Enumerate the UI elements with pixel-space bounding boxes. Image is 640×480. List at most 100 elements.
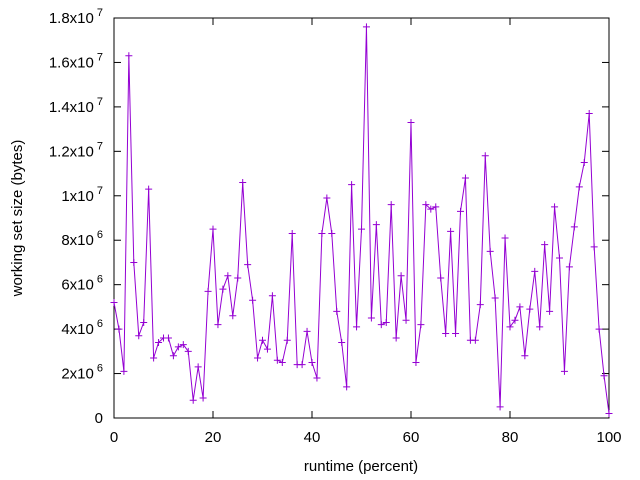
data-point bbox=[303, 327, 311, 335]
data-point bbox=[526, 305, 534, 313]
y-tick-exponent: 7 bbox=[97, 51, 103, 63]
data-point bbox=[125, 52, 133, 60]
data-point bbox=[531, 267, 539, 275]
data-point bbox=[234, 274, 242, 282]
data-point bbox=[437, 274, 445, 282]
data-point bbox=[412, 358, 420, 366]
axis-ticks bbox=[113, 17, 610, 419]
y-tick-mantissa: 1.4x10 bbox=[49, 99, 94, 116]
data-point bbox=[184, 347, 192, 355]
data-point bbox=[209, 225, 217, 233]
data-point bbox=[457, 207, 464, 215]
y-tick-label: 8x10 6 bbox=[61, 229, 103, 249]
data-point bbox=[452, 330, 460, 338]
data-point bbox=[486, 247, 494, 255]
x-tick-label: 0 bbox=[110, 429, 118, 446]
data-point bbox=[179, 341, 187, 349]
x-tick-label: 100 bbox=[596, 429, 621, 446]
data-point bbox=[565, 263, 573, 271]
y-tick-mantissa: 4x10 bbox=[61, 321, 94, 338]
x-tick-label: 80 bbox=[502, 429, 519, 446]
data-point bbox=[249, 296, 257, 304]
data-point bbox=[268, 292, 276, 300]
data-point bbox=[546, 307, 554, 315]
data-point bbox=[278, 358, 286, 366]
data-point bbox=[590, 243, 598, 251]
data-point bbox=[605, 410, 613, 418]
y-tick-label: 1x10 7 bbox=[61, 185, 103, 205]
y-tick-mantissa: 6x10 bbox=[61, 277, 94, 294]
data-point bbox=[110, 298, 118, 306]
data-point bbox=[447, 227, 455, 235]
y-tick-exponent: 7 bbox=[97, 7, 103, 19]
data-point bbox=[204, 287, 212, 295]
series-group bbox=[110, 23, 613, 418]
data-point bbox=[239, 178, 247, 186]
y-tick-exponent: 6 bbox=[97, 318, 103, 330]
data-point bbox=[313, 374, 321, 382]
y-axis-label: working set size (bytes) bbox=[9, 140, 26, 298]
y-tick-exponent: 7 bbox=[97, 185, 103, 197]
data-point bbox=[229, 312, 237, 320]
data-point bbox=[194, 363, 202, 371]
data-point bbox=[392, 334, 400, 342]
data-point bbox=[164, 334, 172, 342]
y-tick-mantissa: 1x10 bbox=[61, 188, 94, 205]
data-point bbox=[308, 358, 316, 366]
data-point bbox=[254, 354, 262, 362]
data-point bbox=[422, 201, 430, 209]
data-point bbox=[521, 352, 529, 360]
data-point bbox=[382, 318, 390, 326]
data-point bbox=[580, 158, 588, 166]
data-point bbox=[600, 372, 608, 380]
y-tick-exponent: 6 bbox=[97, 229, 103, 241]
y-tick-exponent: 6 bbox=[97, 363, 103, 375]
data-point bbox=[362, 23, 370, 31]
data-point bbox=[496, 403, 504, 411]
data-point bbox=[541, 241, 549, 249]
data-point bbox=[199, 394, 207, 402]
data-point bbox=[155, 338, 163, 346]
data-point bbox=[575, 183, 583, 191]
x-tick-label: 40 bbox=[304, 429, 321, 446]
data-point bbox=[343, 383, 351, 391]
data-point bbox=[377, 321, 385, 329]
data-point bbox=[560, 367, 568, 375]
data-point bbox=[224, 272, 232, 280]
y-tick-mantissa: 2x10 bbox=[61, 366, 94, 383]
data-point bbox=[263, 345, 271, 353]
data-point bbox=[536, 323, 544, 331]
data-point bbox=[427, 205, 435, 213]
data-point bbox=[219, 285, 227, 293]
y-tick-mantissa: 1.6x10 bbox=[49, 54, 94, 71]
data-point bbox=[189, 396, 197, 404]
y-tick-label: 1.4x10 7 bbox=[49, 96, 103, 116]
data-point bbox=[432, 203, 440, 211]
data-point bbox=[150, 354, 158, 362]
data-point bbox=[471, 336, 479, 344]
data-point bbox=[556, 254, 563, 262]
data-point bbox=[372, 221, 380, 229]
data-point bbox=[338, 338, 346, 346]
data-point bbox=[115, 325, 123, 333]
data-point bbox=[348, 181, 356, 189]
data-point bbox=[214, 321, 222, 329]
data-point bbox=[387, 201, 395, 209]
data-point bbox=[491, 294, 499, 302]
data-point bbox=[169, 352, 177, 360]
data-point bbox=[318, 230, 326, 238]
data-point bbox=[516, 303, 524, 311]
data-point bbox=[244, 261, 252, 269]
data-point bbox=[288, 230, 296, 238]
y-tick-exponent: 6 bbox=[97, 274, 103, 286]
data-point bbox=[135, 332, 143, 340]
data-point bbox=[273, 356, 281, 364]
y-tick-exponent: 7 bbox=[97, 96, 103, 108]
data-point bbox=[570, 223, 578, 231]
y-tick-exponent: 7 bbox=[97, 140, 103, 152]
y-tick-label: 4x10 6 bbox=[61, 318, 103, 338]
series-line bbox=[113, 26, 610, 414]
data-point bbox=[585, 110, 593, 118]
